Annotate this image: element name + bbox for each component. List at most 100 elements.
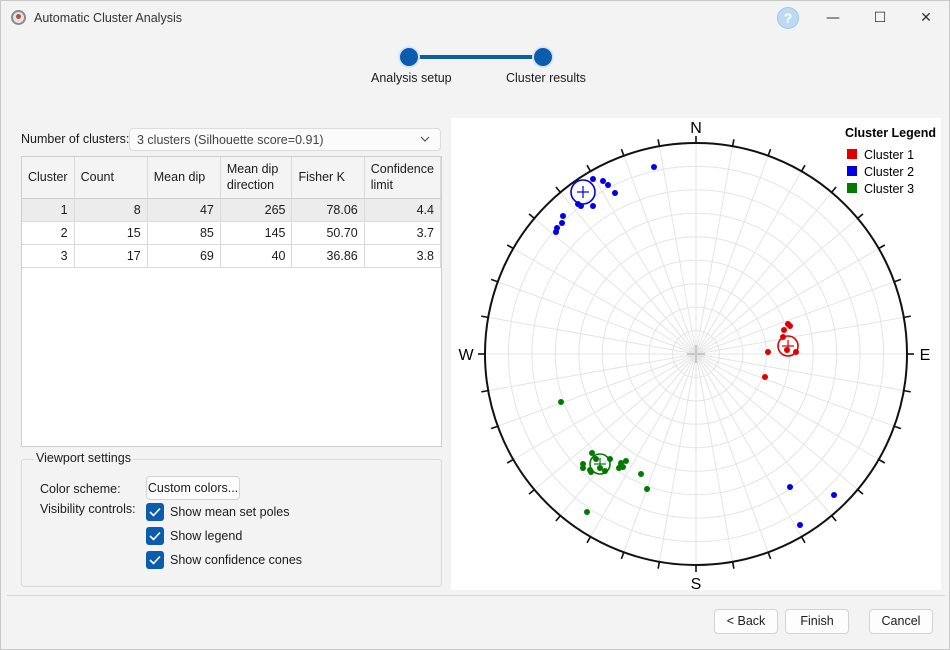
- show-legend-label[interactable]: Show legend: [170, 529, 243, 543]
- table-cell: 17: [74, 244, 148, 268]
- pole-point: [558, 399, 564, 405]
- pole-point: [620, 464, 626, 470]
- minimize-button[interactable]: —: [826, 10, 840, 26]
- cluster-legend: Cluster Legend Cluster 1 Cluster 2 Clust…: [845, 126, 936, 196]
- tick-mark: [878, 244, 886, 250]
- tick-mark: [555, 186, 562, 193]
- tick-mark: [731, 561, 735, 569]
- pole-point: [762, 374, 768, 380]
- table-cell: 8: [74, 198, 148, 222]
- stereonet-viewport[interactable]: N S E W Cluster Legend Cluster 1 Cluster…: [451, 118, 941, 593]
- south-label: S: [691, 576, 702, 590]
- show-mean-set-poles-label[interactable]: Show mean set poles: [170, 505, 290, 519]
- tick-mark: [878, 458, 886, 464]
- cluster-count-row: Number of clusters: 3 clusters (Silhouet…: [21, 128, 441, 152]
- tick-mark: [620, 148, 625, 156]
- step-2-dot[interactable]: [534, 48, 552, 66]
- show-confidence-cones-checkbox[interactable]: [146, 551, 164, 569]
- table-cell: 69: [147, 244, 221, 268]
- footer-divider: [7, 595, 945, 596]
- cluster-count-label: Number of clusters:: [21, 132, 130, 146]
- table-cell: 78.06: [291, 198, 365, 222]
- table-header-row: Cluster Count Mean dip Mean dip directio…: [22, 157, 442, 199]
- legend-label-cluster-1: Cluster 1: [864, 148, 914, 162]
- column-header-fisher-k[interactable]: Fisher K: [291, 157, 365, 199]
- table-row[interactable]: 1 8 47 265 78.06 4.4: [22, 198, 442, 222]
- stepper-line: [409, 55, 543, 59]
- tick-mark: [555, 515, 562, 522]
- stereonet-plot[interactable]: N S E W Cluster Legend Cluster 1 Cluster…: [451, 118, 941, 593]
- grid-radial: [513, 248, 697, 355]
- close-button[interactable]: ✕: [920, 10, 932, 26]
- show-legend-checkbox[interactable]: [146, 527, 164, 545]
- tick-mark: [800, 164, 806, 172]
- custom-colors-button[interactable]: Custom colors...: [146, 476, 240, 500]
- column-header-confidence-limit[interactable]: Confidence limit: [364, 157, 442, 199]
- pole-point: [831, 492, 837, 498]
- grid-radial: [695, 316, 904, 355]
- tick-mark: [528, 213, 535, 220]
- center-cross: [687, 345, 705, 363]
- table-cell: 3.7: [364, 221, 442, 245]
- table-cell: 47: [147, 198, 221, 222]
- pole-point: [784, 347, 790, 353]
- step-1-dot[interactable]: [400, 48, 418, 66]
- finish-button[interactable]: Finish: [785, 609, 849, 634]
- maximize-button[interactable]: ☐: [873, 10, 887, 26]
- tick-mark: [586, 536, 592, 544]
- grid-radial: [497, 281, 697, 355]
- grid-radial: [590, 171, 697, 355]
- grid-radial: [695, 353, 832, 516]
- back-button[interactable]: < Back: [714, 609, 778, 634]
- confidence-cone-cluster-3: [589, 453, 611, 475]
- grid-radial: [695, 171, 802, 355]
- step-1-label: Analysis setup: [371, 71, 452, 85]
- column-header-cluster[interactable]: Cluster: [22, 157, 75, 199]
- tick-mark: [894, 425, 902, 430]
- grid-radial: [695, 218, 858, 355]
- tick-mark: [490, 425, 498, 430]
- cluster-count-select[interactable]: 3 clusters (Silhouette score=0.91): [129, 128, 441, 151]
- pole-point: [797, 522, 803, 528]
- north-label: N: [690, 120, 702, 137]
- pole-point: [612, 190, 618, 196]
- step-2-label: Cluster results: [506, 71, 586, 85]
- pole-point: [593, 456, 599, 462]
- help-icon[interactable]: ?: [777, 7, 799, 29]
- tick-mark: [481, 389, 489, 393]
- show-mean-set-poles-checkbox[interactable]: [146, 503, 164, 521]
- grid-radial: [658, 353, 697, 562]
- pole-point: [651, 164, 657, 170]
- tick-mark: [894, 278, 902, 283]
- grid-radial: [695, 192, 832, 355]
- checkmark-icon: [149, 531, 161, 541]
- tick-mark: [731, 139, 735, 147]
- grid-radial: [623, 353, 697, 553]
- tick-mark: [903, 389, 911, 393]
- table-cell: 50.70: [291, 221, 365, 245]
- tick-mark: [506, 458, 514, 464]
- app-icon: [11, 10, 26, 25]
- table-row[interactable]: 3 17 69 40 36.86 3.8: [22, 244, 442, 268]
- pole-point: [580, 461, 586, 467]
- table-row[interactable]: 2 15 85 145 50.70 3.7: [22, 221, 442, 245]
- table-cell: 36.86: [291, 244, 365, 268]
- grid-radial: [695, 353, 858, 490]
- column-header-mean-dip-direction[interactable]: Mean dip direction: [220, 157, 293, 199]
- grid-radial: [590, 353, 697, 537]
- viewport-settings-group: Viewport settings Color scheme: Custom c…: [21, 451, 442, 587]
- show-confidence-cones-label[interactable]: Show confidence cones: [170, 553, 303, 567]
- tick-mark: [620, 552, 625, 560]
- column-header-count[interactable]: Count: [74, 157, 148, 199]
- grid-radial: [560, 353, 697, 516]
- tick-mark: [586, 164, 592, 172]
- table-cell: 145: [220, 221, 293, 245]
- title-bar: Automatic Cluster Analysis ? — ☐ ✕: [1, 1, 949, 35]
- cancel-button[interactable]: Cancel: [869, 609, 933, 634]
- pole-point: [590, 203, 596, 209]
- column-header-mean-dip[interactable]: Mean dip: [147, 157, 221, 199]
- grid-radial: [488, 316, 697, 355]
- pole-point: [787, 484, 793, 490]
- color-scheme-label: Color scheme:: [40, 482, 121, 496]
- confidence-cone-cluster-1: [777, 335, 799, 357]
